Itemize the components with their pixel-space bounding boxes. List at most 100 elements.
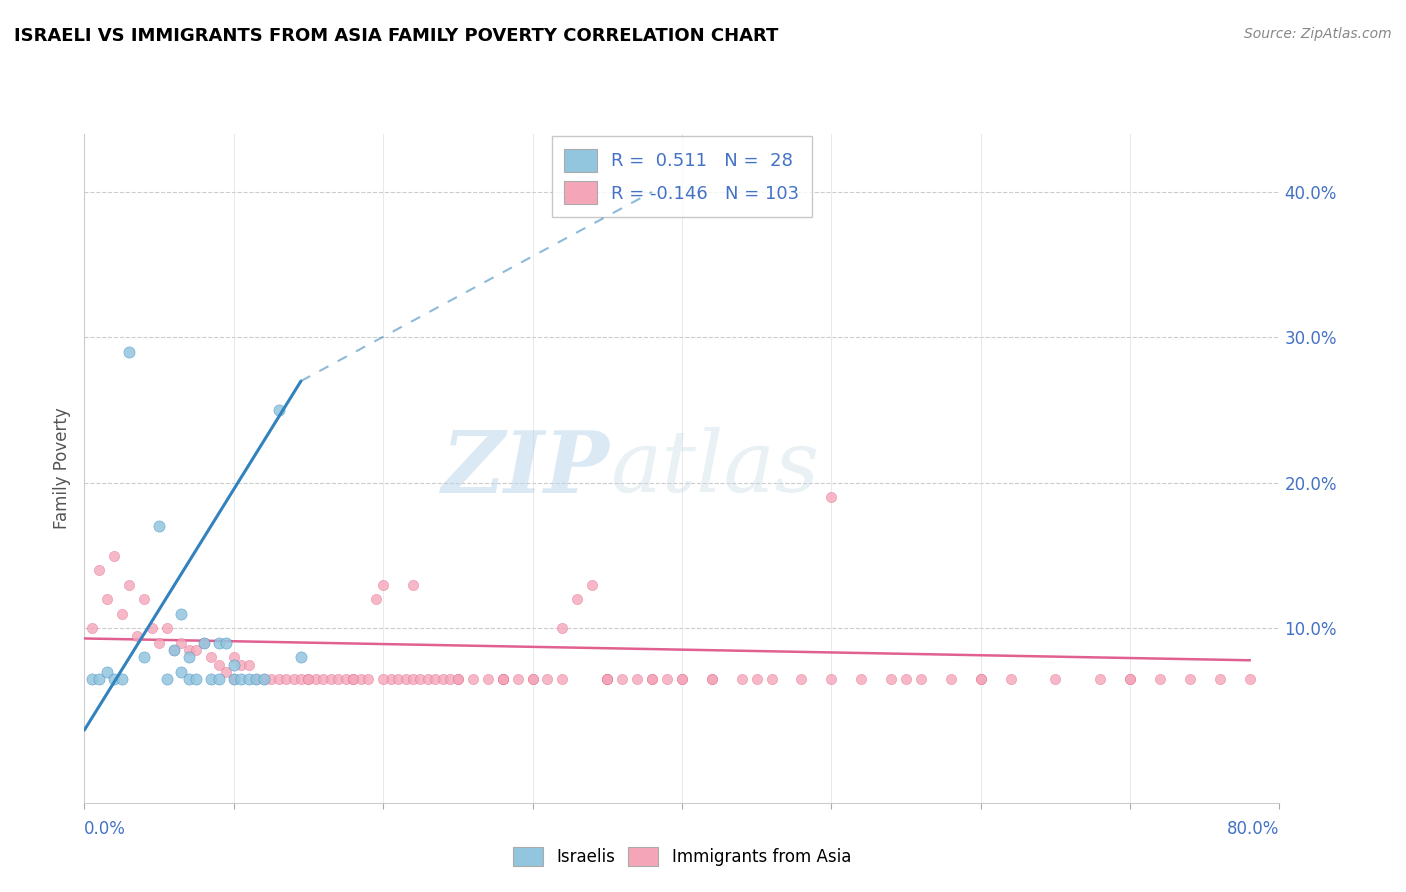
Point (551, 621, 574, 635)
Point (745, 672, 768, 686)
Point (761, 672, 783, 686)
Text: 0.0%: 0.0% (84, 820, 127, 838)
Point (118, 577, 141, 591)
Point (567, 592, 589, 607)
Point (186, 643, 208, 657)
Point (297, 672, 319, 686)
Point (238, 657, 260, 672)
Point (364, 592, 387, 607)
Point (148, 636, 170, 650)
Point (238, 672, 260, 686)
Point (103, 549, 125, 563)
Point (492, 672, 515, 686)
Point (596, 672, 619, 686)
Point (371, 577, 394, 591)
Point (222, 657, 245, 672)
Point (297, 672, 319, 686)
Point (96, 665, 118, 679)
Point (253, 672, 276, 686)
Point (170, 607, 193, 621)
Point (132, 592, 156, 607)
Point (163, 643, 186, 657)
Point (790, 672, 813, 686)
Point (89, 563, 111, 577)
Point (231, 657, 253, 672)
Point (1045, 672, 1067, 686)
Point (849, 672, 872, 686)
Legend: Israelis, Immigrants from Asia: Israelis, Immigrants from Asia (505, 838, 859, 875)
Point (357, 672, 380, 686)
Text: atlas: atlas (610, 427, 820, 509)
Point (267, 403, 290, 417)
Point (596, 672, 619, 686)
Point (163, 643, 186, 657)
Point (222, 672, 245, 686)
Point (402, 577, 425, 591)
Point (447, 672, 470, 686)
Point (103, 672, 125, 686)
Point (1178, 672, 1201, 686)
Point (350, 672, 373, 686)
Point (409, 672, 432, 686)
Point (820, 491, 842, 505)
Point (596, 672, 619, 686)
Point (170, 665, 193, 679)
Point (125, 628, 148, 642)
Point (1090, 672, 1112, 686)
Point (177, 650, 200, 665)
Point (970, 672, 993, 686)
Point (731, 672, 754, 686)
Point (581, 577, 603, 591)
Text: 80.0%: 80.0% (1227, 820, 1279, 838)
Point (111, 672, 134, 686)
Point (910, 672, 932, 686)
Point (335, 672, 357, 686)
Point (387, 672, 409, 686)
Point (522, 672, 544, 686)
Point (1000, 672, 1022, 686)
Point (200, 672, 222, 686)
Point (626, 672, 648, 686)
Point (155, 621, 177, 635)
Point (700, 672, 723, 686)
Point (193, 636, 215, 650)
Y-axis label: Family Poverty: Family Poverty (53, 408, 72, 529)
Point (551, 672, 574, 686)
Point (820, 672, 842, 686)
Point (132, 650, 156, 665)
Point (186, 672, 208, 686)
Point (461, 672, 484, 686)
Point (319, 672, 342, 686)
Point (118, 345, 141, 359)
Point (522, 672, 544, 686)
Point (96, 592, 118, 607)
Point (290, 672, 312, 686)
Point (536, 672, 558, 686)
Point (200, 650, 222, 665)
Point (439, 672, 461, 686)
Point (641, 672, 664, 686)
Point (610, 672, 633, 686)
Point (371, 672, 394, 686)
Point (894, 672, 917, 686)
Text: Source: ZipAtlas.com: Source: ZipAtlas.com (1244, 27, 1392, 41)
Point (155, 672, 177, 686)
Point (425, 672, 447, 686)
Point (700, 672, 723, 686)
Point (394, 672, 416, 686)
Point (492, 672, 515, 686)
Point (328, 672, 350, 686)
Point (1149, 672, 1171, 686)
Point (506, 672, 529, 686)
Point (111, 607, 134, 621)
Point (1208, 672, 1232, 686)
Text: ISRAELI VS IMMIGRANTS FROM ASIA FAMILY POVERTY CORRELATION CHART: ISRAELI VS IMMIGRANTS FROM ASIA FAMILY P… (14, 27, 779, 45)
Point (432, 672, 454, 686)
Point (312, 672, 335, 686)
Point (641, 672, 664, 686)
Point (290, 650, 312, 665)
Point (655, 672, 678, 686)
Point (215, 636, 238, 650)
Point (222, 672, 245, 686)
Point (231, 672, 253, 686)
